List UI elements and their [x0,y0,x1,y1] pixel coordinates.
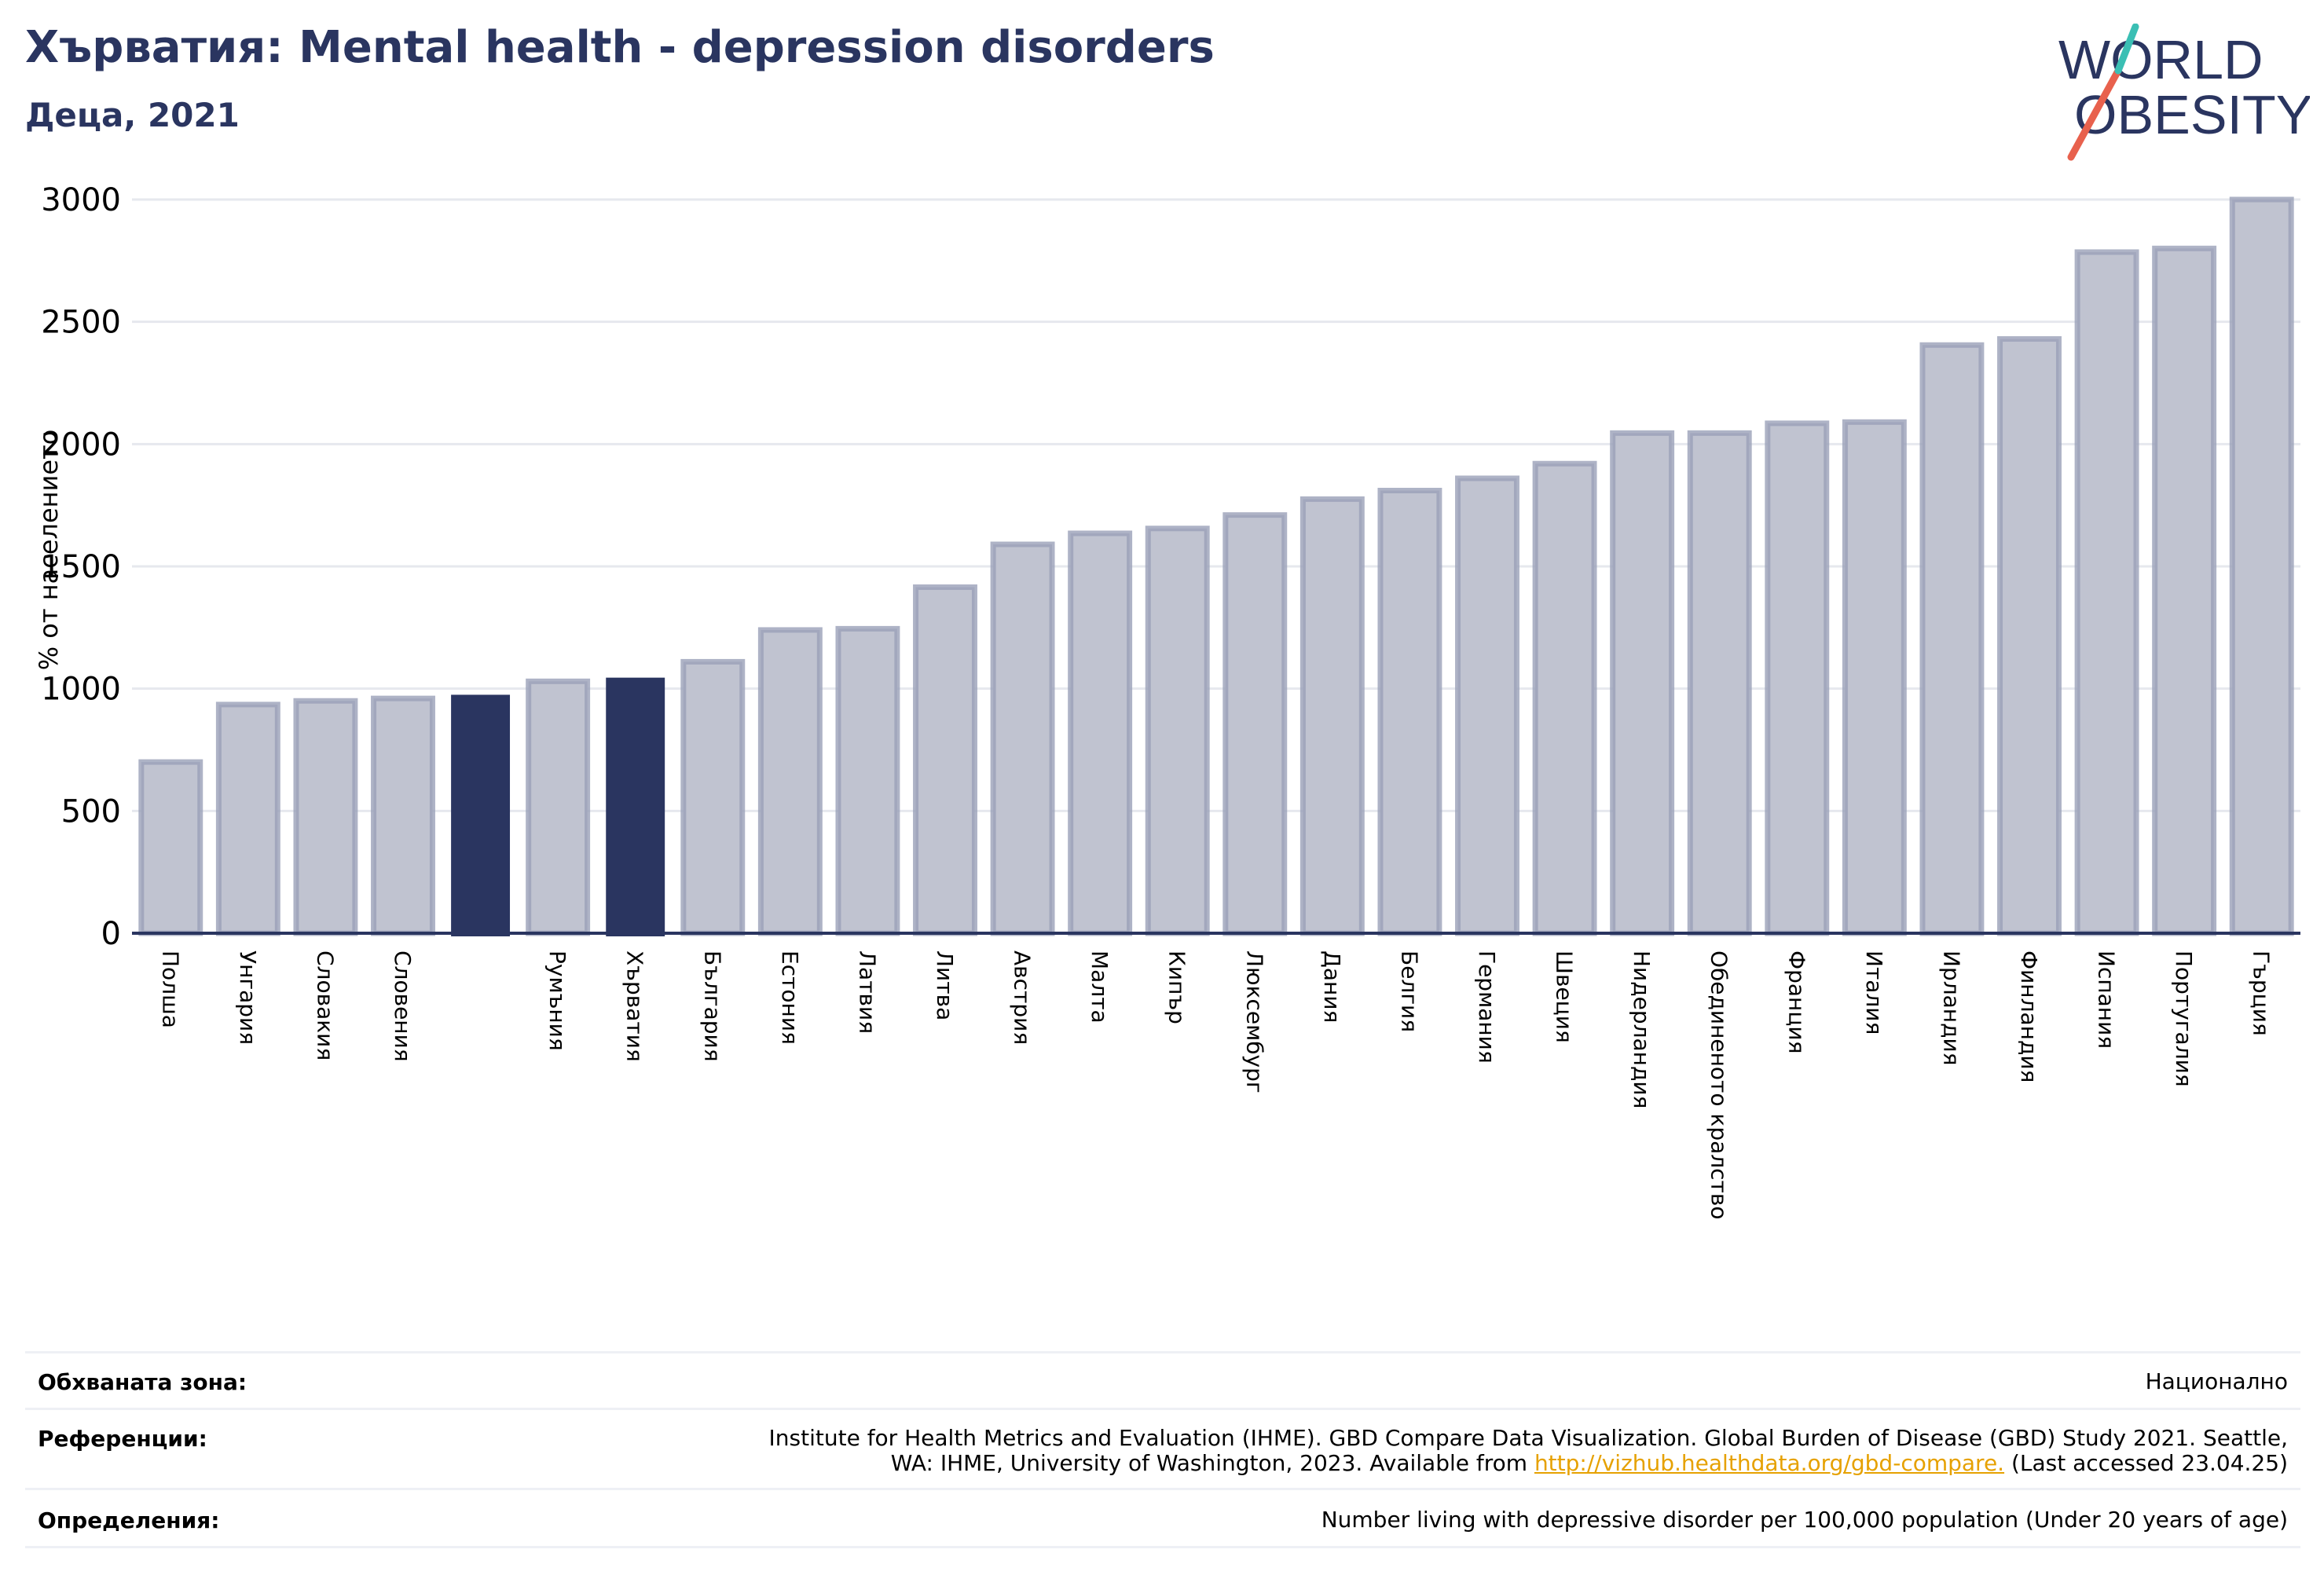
bar [138,759,203,936]
bar [1455,475,1519,936]
x-tick-label: Белгия [1396,951,1422,1032]
bar [215,701,280,936]
x-tick-label: Люксембург [1241,951,1267,1093]
chart-title: Хърватия: Mental health - depression dis… [25,22,1215,73]
references-line1: Institute for Health Metrics and Evaluat… [768,1425,2288,1451]
x-tick-label: Полша [157,951,183,1028]
x-tick-label: Ирландия [1938,951,1964,1065]
y-tick-label: 2000 [41,427,121,463]
y-tick-label: 0 [101,916,121,952]
bar [2229,196,2294,936]
bar [371,695,435,936]
references-label: Референции: [38,1426,207,1452]
references-line2-post: (Last accessed 23.04.25) [2004,1450,2288,1476]
references-line2-pre: WA: IHME, University of Washington, 2023… [890,1450,1534,1476]
x-tick-label: Румъния [544,951,570,1051]
logo-line2: OBESITY [2074,84,2310,145]
bar [680,658,746,936]
bar [606,677,665,936]
bar [2152,245,2217,936]
y-tick-label: 2500 [41,305,121,341]
x-tick-label: Словения [390,951,416,1062]
definitions-value: Number living with depressive disorder p… [1321,1507,2288,1533]
bar [451,694,511,936]
logo-line1: WORLD [2058,29,2264,90]
references-row: Референции: Institute for Health Metrics… [25,1408,2300,1489]
x-tick-label: Испания [2094,951,2120,1049]
x-tick-label: Литва [932,951,958,1020]
coverage-value: Национално [2145,1368,2288,1394]
bar [2074,249,2139,936]
references-link[interactable]: http://vizhub.healthdata.org/gbd-compare… [1534,1450,2005,1476]
x-tick-label: Кипър [1164,951,1190,1024]
bar [913,584,977,936]
references-line2: WA: IHME, University of Washington, 2023… [769,1451,2288,1476]
x-tick-label: Хърватия [622,951,648,1062]
bar [1222,512,1288,936]
x-tick-label: Естония [777,951,803,1045]
bar [1610,430,1675,936]
bar [1919,342,1985,936]
x-tick-label: Швеция [1552,951,1578,1043]
info-bottom-rule [25,1546,2300,1548]
x-tick-label: Малта [1087,951,1113,1024]
x-tick-label: Нидерландия [1629,951,1655,1108]
x-tick-label: Италия [1861,951,1887,1035]
x-tick-label: Гърция [2249,951,2275,1036]
bar [1997,335,2062,936]
bar [1765,420,1830,936]
x-tick-label: Австрия [1010,951,1036,1045]
bar-chart: 0 500 1000 1500 2000 2500 3000 Полша Унгария Слов… [41,182,2300,1219]
x-tick-label: Португалия [2171,951,2197,1087]
bar [1687,430,1752,936]
x-tick-label: България [699,951,725,1062]
chart-subtitle: Деца, 2021 [25,96,240,134]
info-table: Обхваната зона: Национално Референции: I… [25,1351,2300,1548]
x-tick-label: Обединеното кралство [1706,951,1732,1219]
bar [526,678,591,936]
definitions-row: Определения: Number living with depressi… [25,1488,2300,1548]
bar [1842,419,1907,936]
bar [1377,487,1442,936]
x-tick-label: Финландия [2016,951,2042,1082]
bar [757,627,823,936]
y-tick-label: 500 [61,793,121,830]
bar [1145,526,1210,936]
bar [990,541,1055,936]
bar [1299,496,1365,936]
world-obesity-logo: WORLD OBESITY [2043,23,2312,165]
x-tick-label: Латвия [854,951,880,1034]
y-tick-label: 1000 [41,672,121,708]
y-tick-label: 1500 [41,549,121,585]
x-tick-label: Унгария [235,951,261,1045]
x-tick-label: Германия [1474,951,1500,1064]
definitions-label: Определения: [38,1507,220,1533]
references-value: Institute for Health Metrics and Evaluat… [769,1426,2288,1476]
coverage-label: Обхваната зона: [38,1369,247,1395]
bar [1068,530,1133,936]
bar [1532,460,1597,936]
x-tick-label: Словакия [312,951,338,1060]
bar [293,698,358,936]
bar [835,625,900,936]
x-tick-label: Франция [1783,951,1809,1053]
coverage-row: Обхваната зона: Национално [25,1351,2300,1408]
x-tick-label: Дания [1319,951,1345,1023]
y-tick-label: 3000 [41,182,121,218]
